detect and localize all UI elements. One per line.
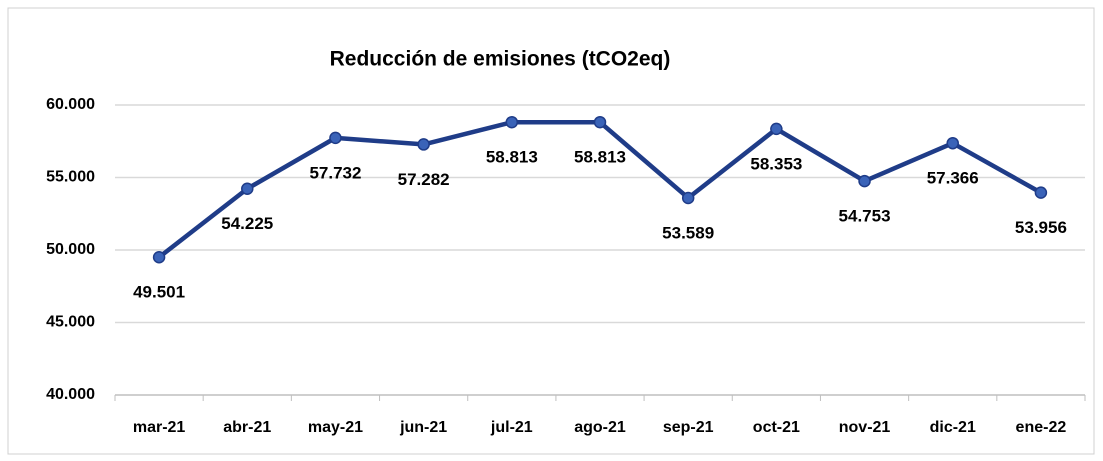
y-tick-label: 60.000: [46, 96, 95, 113]
marker: [329, 131, 342, 145]
x-tick-label: abr-21: [223, 419, 271, 436]
y-tick-label: 40.000: [46, 386, 95, 403]
data-label: 58.813: [574, 148, 626, 167]
data-label: 58.813: [486, 148, 538, 167]
data-label: 57.732: [309, 163, 361, 182]
chart-title: Reducción de emisiones (tCO2eq): [330, 48, 671, 71]
chart-border: [7, 7, 1095, 455]
x-tick-label: nov-21: [839, 419, 891, 436]
marker: [858, 174, 871, 188]
data-label: 49.501: [133, 283, 185, 302]
x-tick-label: ago-21: [574, 419, 626, 436]
y-tick-label: 50.000: [46, 241, 95, 258]
data-label: 57.366: [927, 169, 979, 188]
marker: [505, 115, 519, 129]
y-tick-label: 45.000: [46, 314, 95, 331]
marker: [417, 138, 430, 151]
data-label: 57.282: [398, 170, 450, 189]
x-tick-label: jun-21: [399, 419, 447, 436]
x-tick-label: sep-21: [663, 419, 714, 436]
x-tick-label: ene-22: [1016, 419, 1067, 436]
data-label: 53.589: [662, 223, 714, 242]
marker: [241, 182, 254, 195]
marker: [681, 191, 695, 205]
data-label: 54.753: [839, 207, 891, 226]
marker: [152, 250, 166, 264]
marker: [1034, 186, 1048, 199]
x-tick-label: may-21: [308, 419, 363, 436]
x-tick-label: jul-21: [490, 419, 533, 436]
marker: [770, 122, 783, 136]
x-tick-label: dic-21: [930, 419, 976, 436]
data-label: 58.353: [750, 154, 802, 173]
y-tick-label: 55.000: [46, 169, 95, 186]
marker: [946, 136, 959, 150]
x-tick-label: oct-21: [753, 419, 800, 436]
marker: [593, 115, 607, 129]
data-label: 54.225: [221, 214, 273, 233]
data-label: 53.956: [1015, 218, 1067, 237]
x-tick-label: mar-21: [133, 419, 186, 436]
